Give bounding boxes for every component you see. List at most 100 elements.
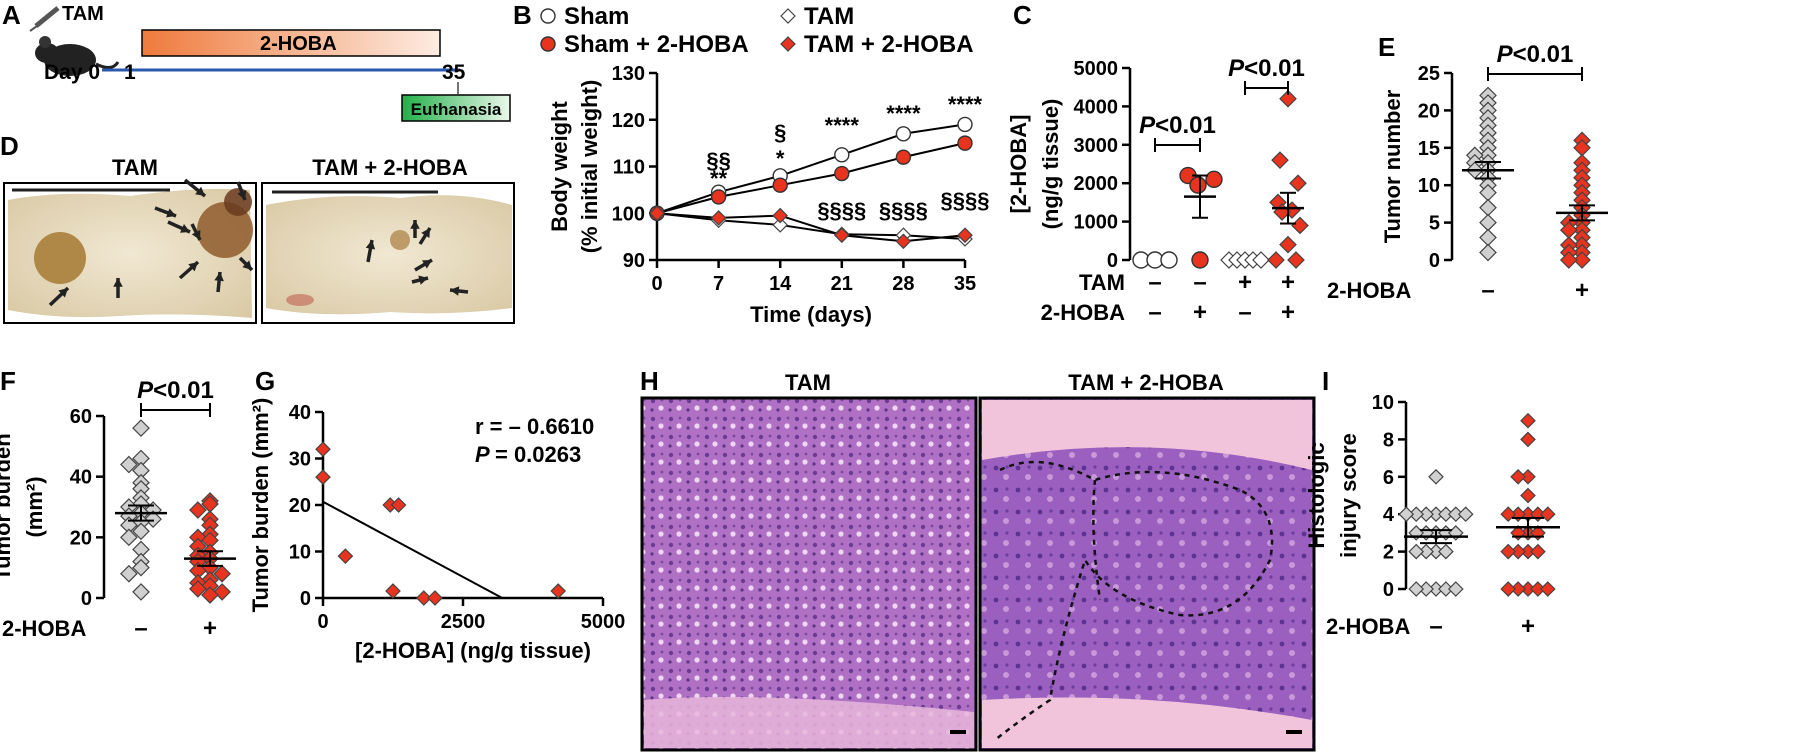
group-label: + bbox=[203, 615, 217, 642]
significance-below: §§§§ bbox=[941, 188, 990, 213]
significance-below: §§§§ bbox=[817, 198, 866, 223]
panel-c: C 0 1000 2000 3000 4000 5000 [2-HOBA] (ng/g tis… bbox=[1006, 0, 1309, 326]
data-point bbox=[1530, 543, 1546, 560]
y-tick-label: 1000 bbox=[1074, 212, 1119, 234]
group-hoba-label: – bbox=[1148, 299, 1161, 326]
y-tick-label: 110 bbox=[613, 157, 645, 179]
y-tick-label: 130 bbox=[612, 63, 645, 85]
y-tick-label: 4 bbox=[1383, 504, 1395, 526]
correlation-p: P = 0.0263 bbox=[475, 442, 581, 467]
photo-arrows bbox=[48, 178, 469, 307]
x-tick-label: 14 bbox=[769, 273, 792, 295]
histology-tam-hoba bbox=[978, 396, 1316, 752]
arrowhead-icon bbox=[242, 260, 252, 270]
data-point bbox=[132, 522, 150, 541]
data-point bbox=[213, 564, 231, 583]
data-point bbox=[427, 590, 443, 606]
y-tick-label: 2000 bbox=[1074, 173, 1119, 195]
data-point bbox=[390, 497, 407, 513]
panel-letter-c: C bbox=[1013, 0, 1032, 30]
y-axis-title: [2-HOBA] bbox=[1006, 115, 1031, 214]
data-point bbox=[1279, 89, 1297, 108]
y-tick-label: 90 bbox=[623, 250, 645, 272]
y-tick-label: 40 bbox=[289, 402, 311, 424]
data-point bbox=[1479, 213, 1497, 232]
arrowhead-icon bbox=[180, 224, 190, 233]
histology-right-title: TAM + 2-HOBA bbox=[1068, 370, 1224, 395]
regression-line bbox=[322, 500, 503, 599]
y-tick-label: 5000 bbox=[1074, 58, 1119, 80]
y-tick-label: 8 bbox=[1383, 429, 1394, 451]
histology-tam bbox=[640, 396, 978, 752]
group-tam-label: + bbox=[1281, 269, 1295, 296]
photo-right-title: TAM + 2-HOBA bbox=[312, 155, 468, 180]
p-value-label: P<0.01 bbox=[1497, 41, 1574, 68]
row-label: 2-HOBA bbox=[2, 616, 86, 641]
panel-letter-a: A bbox=[2, 0, 21, 30]
data-point bbox=[120, 528, 138, 547]
photo-left-title: TAM bbox=[112, 155, 158, 180]
arrowhead-icon bbox=[410, 220, 420, 229]
group-hoba-label: + bbox=[1281, 299, 1295, 326]
y-tick-label: 0 bbox=[1429, 250, 1440, 272]
histology-left-title: TAM bbox=[785, 370, 831, 395]
timeline-tick-35: 35 bbox=[442, 61, 466, 84]
tam-label: TAM bbox=[62, 3, 104, 25]
series-point bbox=[710, 189, 727, 205]
data-point bbox=[1520, 412, 1536, 429]
data-point bbox=[1500, 543, 1517, 560]
panel-letter-g: G bbox=[255, 366, 275, 396]
arrowhead-icon bbox=[421, 228, 430, 238]
arrowhead-icon bbox=[237, 190, 247, 200]
p-value-label: P<0.01 bbox=[1139, 112, 1216, 139]
panel-letter-f: F bbox=[0, 366, 16, 396]
data-point bbox=[1279, 235, 1297, 254]
data-point bbox=[1408, 543, 1425, 560]
data-point bbox=[132, 558, 150, 577]
significance-above: **** bbox=[948, 92, 983, 117]
series-point bbox=[710, 210, 727, 226]
panel-letter-h: H bbox=[640, 366, 659, 396]
legend-marker bbox=[540, 36, 556, 52]
series-point bbox=[833, 227, 850, 244]
y-axis-title: (ng/g tissue) bbox=[1038, 99, 1063, 230]
significance-below: ** bbox=[710, 166, 728, 191]
y-axis-title: Tumor number bbox=[1380, 89, 1405, 243]
panel-letter-e: E bbox=[1378, 32, 1395, 62]
y-tick-label: 15 bbox=[1418, 138, 1440, 160]
series-point bbox=[772, 217, 789, 233]
series-point bbox=[957, 116, 973, 133]
data-point bbox=[1271, 151, 1289, 170]
data-point bbox=[1479, 228, 1497, 247]
x-tick-label: 5000 bbox=[581, 611, 626, 633]
data-point bbox=[144, 510, 162, 528]
series-point bbox=[957, 227, 973, 244]
y-tick-label: 0 bbox=[300, 588, 311, 610]
y-tick-label: 3000 bbox=[1074, 135, 1119, 157]
series-point bbox=[957, 135, 973, 151]
arrowhead-icon bbox=[422, 260, 432, 269]
legend-label: Sham + 2-HOBA bbox=[564, 31, 749, 58]
correlation-r: r = – 0.6610 bbox=[475, 414, 594, 439]
significance-above: **** bbox=[886, 101, 921, 126]
data-point bbox=[1291, 216, 1309, 235]
y-tick-label: 10 bbox=[1372, 392, 1394, 414]
data-point bbox=[1520, 487, 1536, 504]
x-axis-title: [2-HOBA] (ng/g tissue) bbox=[355, 638, 591, 663]
panel-letter-d: D bbox=[0, 131, 19, 161]
data-point bbox=[1160, 251, 1178, 269]
panel-e: E 0 5 10 15 20 25 Tumor number – +2-HOBA P<0.01 bbox=[1327, 32, 1608, 304]
group-label: + bbox=[1521, 613, 1535, 640]
group-tam-label: – bbox=[1148, 269, 1161, 296]
data-point bbox=[1500, 581, 1517, 597]
y-tick-label: 4000 bbox=[1074, 96, 1119, 118]
y-tick-label: 40 bbox=[70, 467, 92, 489]
data-point bbox=[1267, 251, 1285, 269]
panel-d: D TAM TAM + 2-HOBA bbox=[0, 131, 515, 324]
data-point bbox=[337, 548, 354, 564]
y-tick-label: 0 bbox=[1383, 579, 1394, 601]
arrowhead-icon bbox=[214, 272, 224, 282]
y-axis-title: (% initial weight) bbox=[577, 80, 602, 254]
series-point bbox=[895, 233, 912, 250]
